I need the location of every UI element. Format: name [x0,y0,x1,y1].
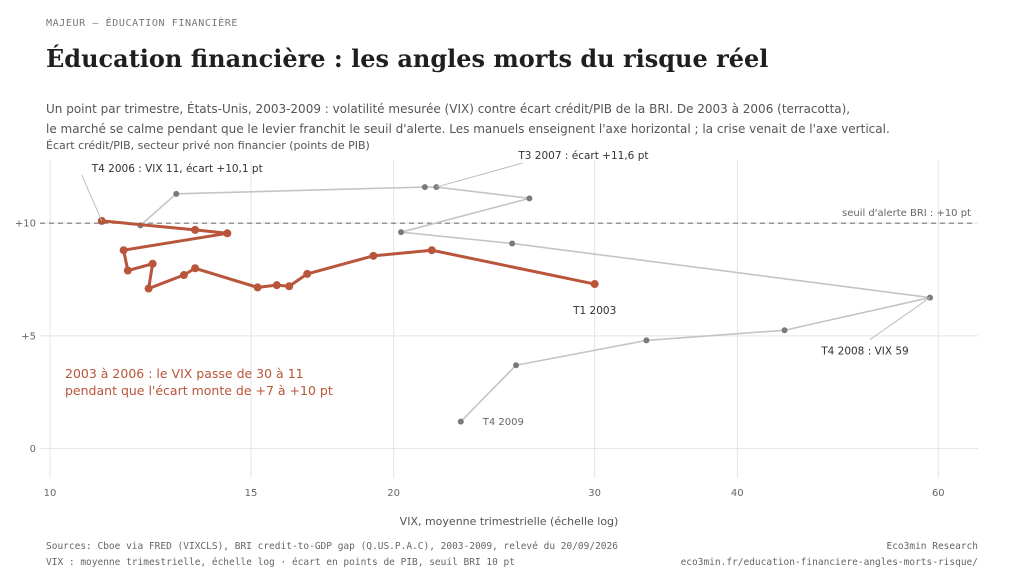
highlight-point [369,251,378,260]
footer-url[interactable]: eco3min.fr/education-financiere-angles-m… [680,557,978,568]
highlight-point [123,266,132,275]
highlight-point [253,283,262,292]
x-tick-label: 30 [588,488,601,499]
context-point [457,418,464,425]
context-point [509,240,516,247]
context-point [421,184,428,191]
highlight-point [148,259,157,268]
x-tick-label: 10 [44,488,57,499]
annotation-leader [869,297,931,340]
highlight-point [179,271,188,280]
annotation-leader [436,162,523,188]
context-series [98,184,933,425]
context-point [643,337,650,344]
highlight-point [144,284,153,293]
annotation-label: T4 2006 : VIX 11, écart +10,1 pt [91,163,263,175]
highlight-series [97,216,599,293]
subtitle-line-2: le marché se calme pendant que le levier… [46,122,890,136]
kicker: MAJEUR — ÉDUCATION FINANCIÈRE [46,18,238,29]
context-point [398,229,405,236]
subtitle-line-1: Un point par trimestre, États-Unis, 2003… [46,102,851,116]
highlight-point [191,225,200,234]
highlight-point [272,281,281,290]
highlight-series-line [100,219,597,291]
context-point [781,327,788,334]
annotation-label: T4 2009 [482,417,524,428]
subtitle: Un point par trimestre, États-Unis, 2003… [46,99,996,139]
context-point [526,195,533,202]
x-tick-label: 20 [387,488,400,499]
y-axis-label: Écart crédit/PIB, secteur privé non fina… [46,139,370,152]
highlight-point [285,282,294,291]
annotation-label: T1 2003 [572,305,616,317]
callout-line-1: 2003 à 2006 : le VIX passe de 30 à 11 [65,366,304,381]
y-tick-label: +10 [15,219,36,230]
threshold: seuil d'alerte BRI : +10 pt [40,208,974,224]
highlight-point [223,229,232,238]
highlight-point [427,246,436,255]
highlight-point [303,269,312,278]
x-axis-label: VIX, moyenne trimestrielle (échelle log) [400,515,619,528]
context-point [513,362,520,369]
footer-notes: VIX : moyenne trimestrielle, échelle log… [46,557,515,568]
highlight-point [590,280,599,289]
footer-sources: Sources: Cboe via FRED (VIXCLS), BRI cre… [46,541,618,552]
footer-brand: Eco3min Research [886,541,978,552]
grid: 10 15 20 30 40 60 0 +5 +10 [15,160,978,499]
highlight-point [119,246,128,255]
callout: 2003 à 2006 : le VIX passe de 30 à 11 pe… [65,366,333,398]
annotation-label: T3 2007 : écart +11,6 pt [517,150,648,162]
annotation-label: T4 2008 : VIX 59 [820,346,909,358]
context-point [173,190,180,197]
threshold-label: seuil d'alerte BRI : +10 pt [842,208,971,219]
page-title: Éducation financière : les angles morts … [46,44,769,73]
x-tick-label: 15 [245,488,258,499]
x-tick-label: 40 [731,488,744,499]
highlight-point [191,264,200,273]
annotation-leader [81,174,103,222]
annotations: T4 2006 : VIX 11, écart +10,1 pt T3 2007 … [81,150,931,428]
x-tick-label: 60 [932,488,945,499]
y-tick-label: 0 [30,444,36,455]
y-tick-label: +5 [21,331,36,342]
callout-line-2: pendant que l'écart monte de +7 à +10 pt [65,383,333,398]
